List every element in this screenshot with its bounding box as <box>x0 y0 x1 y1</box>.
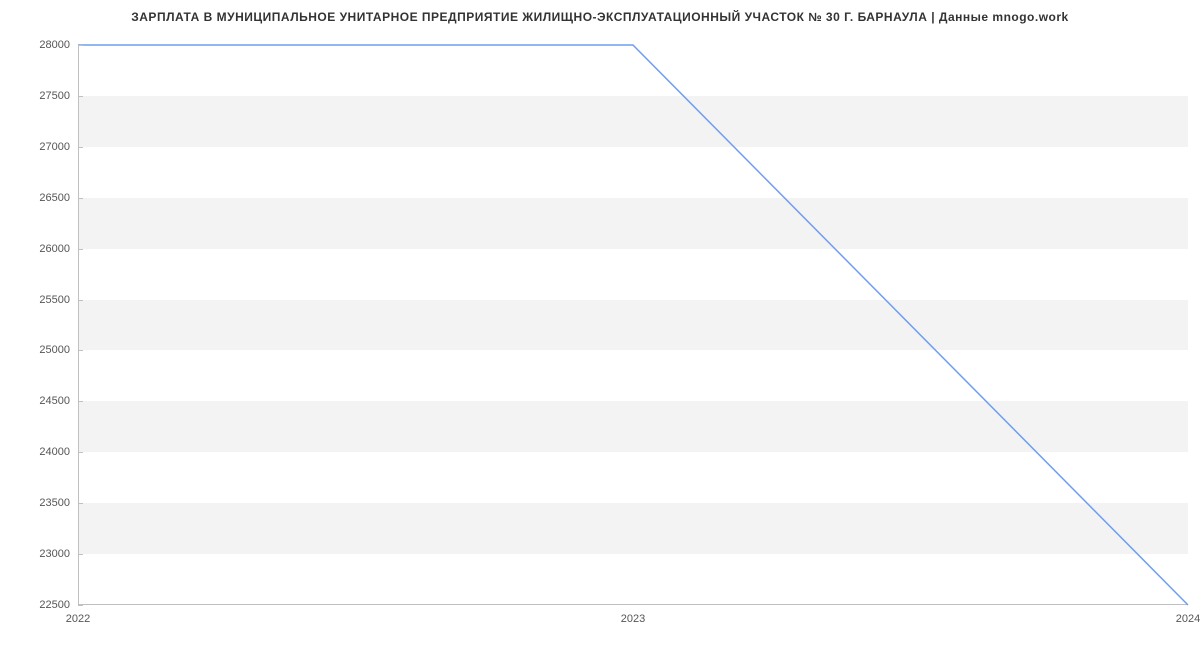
y-tick <box>78 300 83 301</box>
y-tick-label: 27500 <box>39 90 70 102</box>
y-tick <box>78 249 83 250</box>
x-tick-label: 2023 <box>621 613 645 625</box>
y-tick <box>78 96 83 97</box>
y-tick-label: 28000 <box>39 39 70 51</box>
x-tick-label: 2022 <box>66 613 90 625</box>
y-tick-label: 25000 <box>39 344 70 356</box>
x-tick-label: 2024 <box>1176 613 1200 625</box>
chart-title: ЗАРПЛАТА В МУНИЦИПАЛЬНОЕ УНИТАРНОЕ ПРЕДП… <box>0 0 1200 29</box>
y-tick <box>78 147 83 148</box>
y-tick-label: 22500 <box>39 599 70 611</box>
y-tick <box>78 452 83 453</box>
y-tick-label: 27000 <box>39 141 70 153</box>
data-line <box>78 45 1188 605</box>
line-series-svg <box>78 45 1188 605</box>
y-tick-label: 24500 <box>39 395 70 407</box>
y-tick-label: 25500 <box>39 294 70 306</box>
y-tick <box>78 350 83 351</box>
plot-area: 2250023000235002400024500250002550026000… <box>78 45 1188 605</box>
y-tick <box>78 503 83 504</box>
y-tick <box>78 554 83 555</box>
y-tick-label: 26500 <box>39 192 70 204</box>
salary-line-chart: ЗАРПЛАТА В МУНИЦИПАЛЬНОЕ УНИТАРНОЕ ПРЕДП… <box>0 0 1200 650</box>
y-tick <box>78 45 83 46</box>
y-tick-label: 23000 <box>39 548 70 560</box>
y-tick-label: 26000 <box>39 243 70 255</box>
y-tick <box>78 401 83 402</box>
y-tick-label: 23500 <box>39 497 70 509</box>
y-tick <box>78 605 83 606</box>
y-tick-label: 24000 <box>39 446 70 458</box>
y-tick <box>78 198 83 199</box>
